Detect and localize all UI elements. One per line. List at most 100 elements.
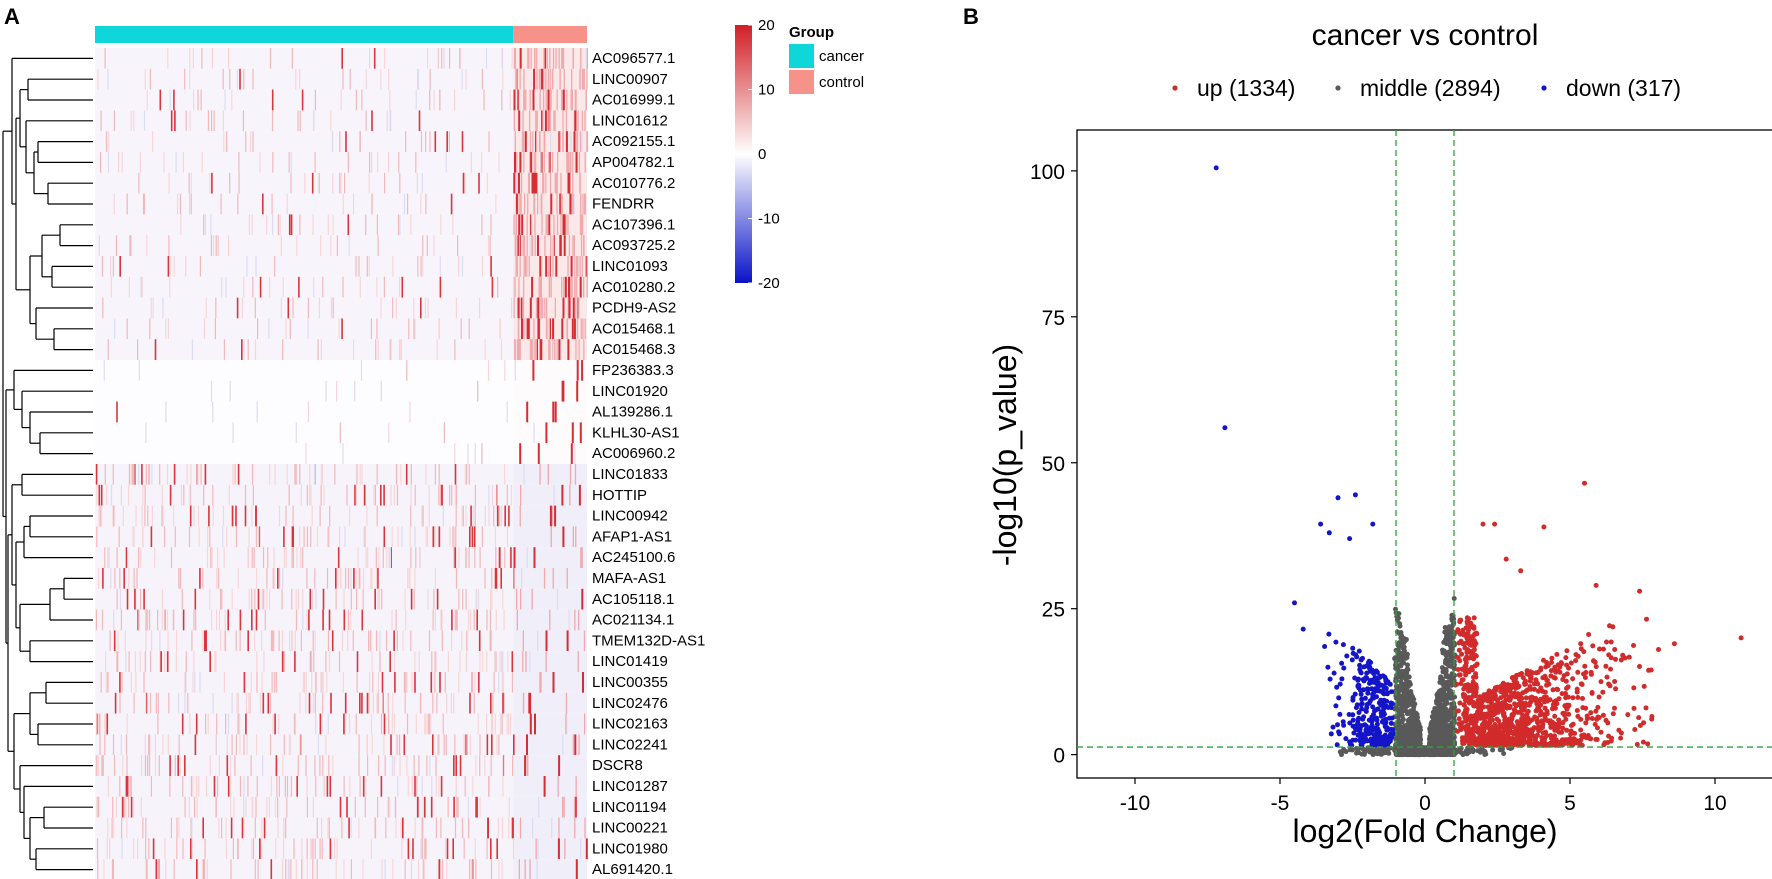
heatmap-cell-streak — [567, 339, 570, 360]
heatmap-cell-streak — [428, 484, 430, 506]
heatmap-cell-streak — [154, 734, 157, 756]
heatmap-cell-streak — [215, 297, 217, 319]
volcano-point-up — [1598, 679, 1604, 685]
heatmap-cell-streak — [396, 734, 398, 756]
volcano-point-middle — [1475, 748, 1481, 754]
heatmap-cell-streak — [504, 360, 506, 381]
heatmap-cell-streak — [289, 318, 291, 340]
heatmap-row-control-bg — [513, 796, 587, 818]
heatmap-cell-streak — [447, 796, 449, 818]
volcano-point-middle — [1446, 737, 1452, 743]
volcano-point-up — [1564, 727, 1570, 733]
volcano-point-up — [1644, 616, 1649, 622]
heatmap-cell-streak — [243, 68, 245, 90]
heatmap-cell-streak — [483, 89, 485, 111]
heatmap-cell-streak — [491, 713, 493, 735]
heatmap-cell-streak — [475, 859, 477, 879]
heatmap-cell-streak — [526, 235, 528, 256]
heatmap-cell-streak — [252, 838, 255, 860]
heatmap-cell-streak — [308, 484, 311, 506]
volcano-point-up — [1456, 716, 1462, 722]
heatmap-cell-streak — [144, 755, 147, 776]
heatmap-cell-streak — [285, 547, 287, 568]
heatmap-cell-streak — [496, 734, 498, 756]
heatmap-cell-streak — [571, 193, 573, 215]
heatmap-cell-streak — [253, 547, 255, 568]
heatmap-cell-streak — [106, 484, 108, 506]
heatmap-cell-streak — [322, 672, 324, 693]
heatmap-cell-streak — [428, 630, 431, 652]
volcano-point-middle — [1396, 686, 1402, 692]
heatmap-cell-streak — [410, 505, 412, 527]
heatmap-cell-streak — [549, 48, 551, 69]
heatmap-cell-streak — [332, 214, 334, 236]
heatmap-cell-streak — [569, 464, 572, 485]
heatmap-cell-streak — [335, 859, 337, 879]
heatmap-cell-streak — [108, 547, 110, 568]
volcano-point-middle — [1436, 731, 1442, 737]
heatmap-cell-streak — [584, 193, 586, 215]
heatmap-cell-streak — [160, 651, 162, 672]
heatmap-cell-streak — [527, 172, 530, 194]
heatmap-cell-streak — [488, 734, 490, 756]
heatmap-cell-streak — [165, 318, 167, 340]
heatmap-cell-streak — [270, 859, 273, 879]
heatmap-cell-streak — [479, 297, 481, 319]
heatmap-cell-streak — [279, 214, 281, 236]
volcano-point-middle — [1449, 646, 1454, 652]
heatmap-cell-streak — [533, 172, 536, 194]
heatmap-cell-streak — [336, 380, 338, 402]
heatmap-cell-streak — [353, 339, 355, 360]
heatmap-cell-streak — [509, 713, 512, 735]
heatmap-cell-streak — [256, 568, 258, 589]
heatmap-cell-streak — [543, 48, 545, 69]
heatmap-row-cancer-bg — [95, 339, 514, 360]
heatmap-cell-streak — [224, 609, 226, 631]
heatmap-cell-streak — [312, 838, 314, 860]
heatmap-cell-streak — [293, 713, 295, 735]
heatmap-cell-streak — [395, 609, 397, 631]
heatmap-cell-streak — [299, 734, 301, 756]
heatmap-cell-streak — [346, 484, 348, 506]
heatmap-cell-streak — [342, 68, 344, 90]
heatmap-cell-streak — [384, 48, 386, 69]
heatmap-cell-streak — [441, 630, 443, 652]
heatmap-cell-streak — [283, 817, 285, 839]
heatmap-cell-streak — [302, 672, 304, 693]
heatmap-cell-streak — [251, 505, 253, 527]
heatmap-cell-streak — [308, 692, 311, 714]
heatmap-cell-streak — [426, 235, 428, 256]
heatmap-cell-streak — [504, 547, 506, 568]
heatmap-cell-streak — [199, 256, 201, 277]
heatmap-row-cancer-bg — [95, 568, 514, 589]
heatmap-cell-streak — [455, 776, 457, 797]
heatmap-cell-streak — [420, 692, 422, 714]
heatmap-cell-streak — [528, 256, 530, 277]
row-label: MAFA-AS1 — [592, 570, 666, 587]
heatmap-cell-streak — [444, 838, 447, 860]
heatmap-cell-streak — [526, 401, 529, 423]
heatmap-cell-streak — [164, 526, 166, 548]
heatmap-cell-streak — [106, 713, 109, 735]
heatmap-cell-streak — [401, 838, 403, 860]
heatmap-row-control-bg — [513, 193, 587, 215]
volcano-point-middle — [1395, 749, 1401, 755]
heatmap-cell-streak — [315, 776, 317, 797]
heatmap-cell-low — [523, 464, 525, 485]
heatmap-cell-streak — [487, 817, 489, 839]
heatmap-cell-streak — [425, 838, 427, 860]
heatmap-cell-low — [551, 817, 553, 839]
heatmap-cell-streak — [125, 776, 128, 797]
heatmap-cell-streak — [499, 651, 501, 672]
heatmap-cell-streak — [583, 339, 585, 360]
heatmap-cell-streak — [225, 713, 227, 735]
heatmap-cell-streak — [307, 401, 309, 423]
heatmap-cell-streak — [136, 568, 138, 589]
heatmap-cell-streak — [547, 89, 550, 111]
volcano-point-up — [1498, 695, 1504, 701]
heatmap-cell-streak — [559, 68, 561, 90]
volcano-point-middle — [1434, 740, 1440, 746]
heatmap-cell-streak — [526, 256, 528, 277]
heatmap-cell-streak — [504, 464, 506, 485]
heatmap-cell-streak — [549, 505, 552, 527]
